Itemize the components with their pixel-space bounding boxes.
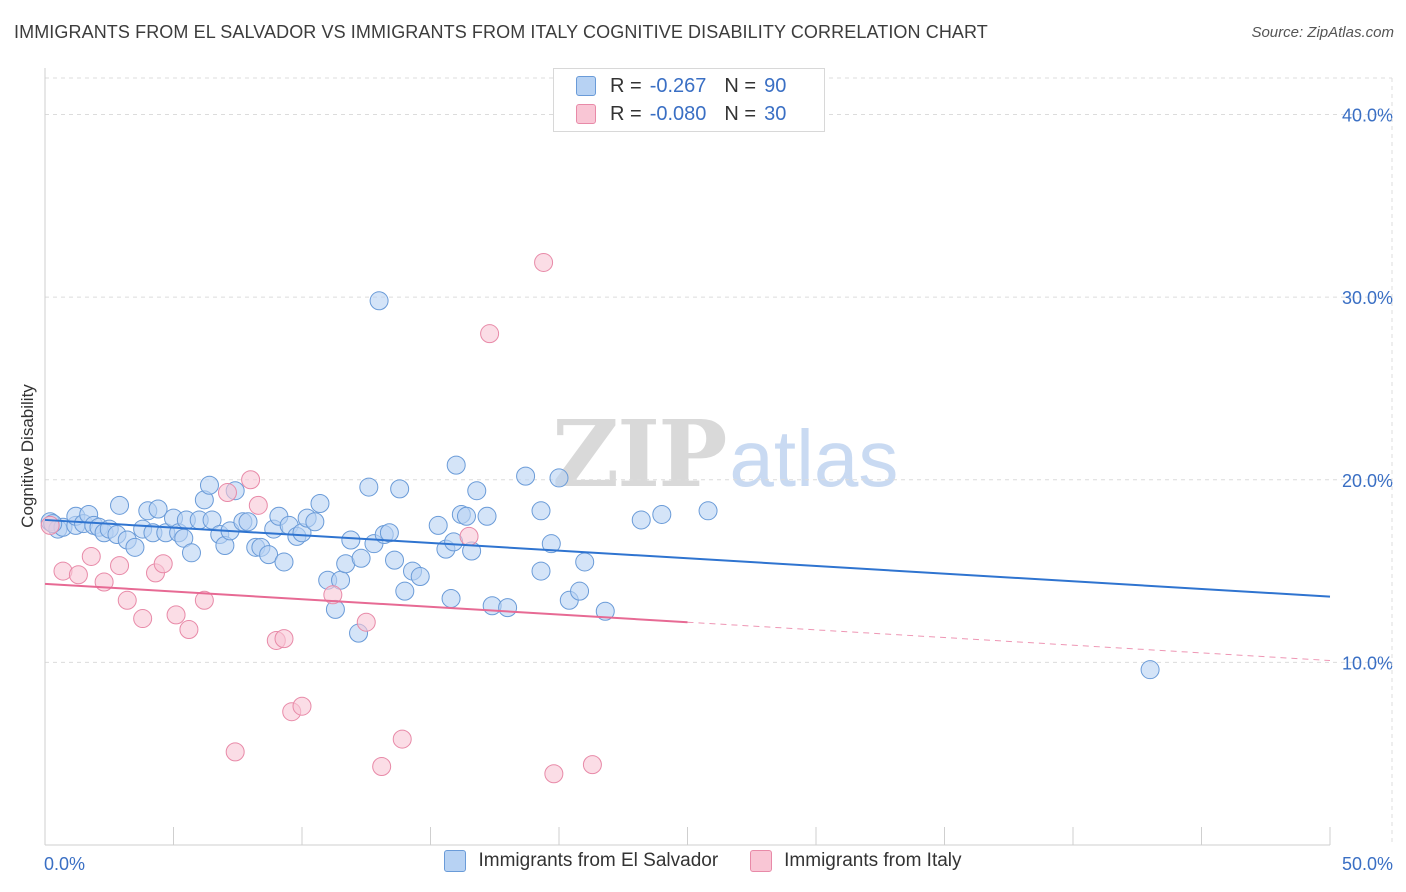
- el-salvador-point: [310, 494, 330, 514]
- legend-row-italy: R = -0.080 N = 30: [576, 100, 786, 128]
- el-salvador-point: [698, 501, 718, 521]
- italy-point: [68, 565, 88, 585]
- el-salvador-point: [238, 512, 258, 532]
- el-salvador-point: [498, 598, 518, 618]
- el-salvador-point: [652, 504, 672, 524]
- el-salvador-point: [549, 468, 569, 488]
- italy-point: [582, 755, 602, 775]
- italy-point: [110, 556, 130, 576]
- legend-label: Immigrants from El Salvador: [478, 850, 719, 871]
- italy-point: [534, 252, 554, 272]
- el-salvador-point: [428, 515, 448, 535]
- el-salvador-point: [351, 548, 371, 568]
- n-label: N =: [724, 74, 757, 97]
- italy-point: [117, 590, 137, 610]
- el-salvador-point: [516, 466, 536, 486]
- italy-point: [225, 742, 245, 762]
- el-salvador-point: [110, 495, 130, 515]
- italy-point: [166, 605, 186, 625]
- el-salvador-swatch: [576, 76, 596, 96]
- chart-title: IMMIGRANTS FROM EL SALVADOR VS IMMIGRANT…: [14, 22, 988, 42]
- source-credit: Source: ZipAtlas.com: [1251, 24, 1394, 41]
- el-salvador-point: [595, 601, 615, 621]
- correlation-legend: R = -0.267 N = 90 R = -0.080 N = 30: [553, 68, 825, 132]
- italy-swatch: [750, 850, 773, 872]
- el-salvador-point: [631, 510, 651, 530]
- el-salvador-point: [369, 291, 389, 311]
- y-tick-label: 40.0%: [1342, 106, 1393, 126]
- el-salvador-point: [570, 581, 590, 601]
- el-salvador-point: [446, 455, 466, 475]
- el-salvador-point: [541, 534, 561, 554]
- legend-row-el-salvador: R = -0.267 N = 90: [576, 72, 786, 100]
- r-value: -0.267: [649, 74, 707, 97]
- el-salvador-point: [199, 475, 219, 495]
- y-tick-label: 10.0%: [1342, 653, 1393, 673]
- italy-point: [40, 515, 60, 535]
- italy-point: [194, 590, 214, 610]
- series-legend: Immigrants from El Salvador Immigrants f…: [0, 850, 1406, 872]
- n-label: N =: [724, 102, 757, 125]
- italy-point: [217, 483, 237, 503]
- italy-point: [356, 612, 376, 632]
- el-salvador-point: [531, 561, 551, 581]
- italy-point: [274, 629, 294, 649]
- el-salvador-point: [1140, 660, 1160, 680]
- italy-trendline: [44, 582, 688, 624]
- el-salvador-point: [305, 512, 325, 532]
- y-axis-label: Cognitive Disability: [18, 384, 37, 528]
- italy-point: [153, 554, 173, 574]
- el-salvador-point: [456, 506, 476, 526]
- el-salvador-point: [531, 501, 551, 521]
- el-salvador-point: [441, 588, 461, 608]
- italy-point: [459, 526, 479, 546]
- r-value: -0.080: [649, 102, 707, 125]
- italy-point: [292, 696, 312, 716]
- el-salvador-point: [575, 552, 595, 572]
- legend-item-el-salvador[interactable]: Immigrants from El Salvador: [444, 850, 718, 872]
- el-salvador-point: [410, 567, 430, 587]
- italy-point: [133, 609, 153, 629]
- x-tick-label: 0.0%: [44, 854, 85, 874]
- el-salvador-point: [395, 581, 415, 601]
- el-salvador-point: [148, 499, 168, 519]
- el-salvador-point: [467, 481, 487, 501]
- italy-trendline-extension: [687, 621, 1331, 662]
- y-tick-label: 20.0%: [1342, 471, 1393, 491]
- italy-point: [372, 756, 392, 776]
- italy-point: [480, 324, 500, 344]
- italy-point: [544, 764, 564, 784]
- el-salvador-point: [379, 523, 399, 543]
- italy-point: [248, 495, 268, 515]
- y-tick-label: 30.0%: [1342, 288, 1393, 308]
- el-salvador-point: [390, 479, 410, 499]
- el-salvador-point: [181, 543, 201, 563]
- legend-item-italy[interactable]: Immigrants from Italy: [750, 850, 962, 872]
- italy-point: [179, 620, 199, 640]
- el-salvador-point: [259, 545, 279, 565]
- el-salvador-point: [477, 506, 497, 526]
- italy-swatch: [576, 104, 596, 124]
- italy-point: [323, 585, 343, 605]
- el-salvador-point: [385, 550, 405, 570]
- x-tick-label: 50.0%: [1342, 854, 1393, 874]
- italy-point: [241, 470, 261, 490]
- el-salvador-point: [274, 552, 294, 572]
- n-value: 90: [764, 74, 787, 97]
- italy-point: [81, 546, 101, 566]
- el-salvador-swatch: [444, 850, 467, 872]
- el-salvador-point: [341, 530, 361, 550]
- italy-point: [392, 729, 412, 749]
- el-salvador-point: [125, 537, 145, 557]
- r-label: R =: [610, 74, 642, 97]
- r-label: R =: [610, 102, 642, 125]
- el-salvador-point: [359, 477, 379, 497]
- n-value: 30: [764, 102, 787, 125]
- legend-label: Immigrants from Italy: [784, 850, 962, 871]
- el-salvador-trendline: [44, 518, 1331, 598]
